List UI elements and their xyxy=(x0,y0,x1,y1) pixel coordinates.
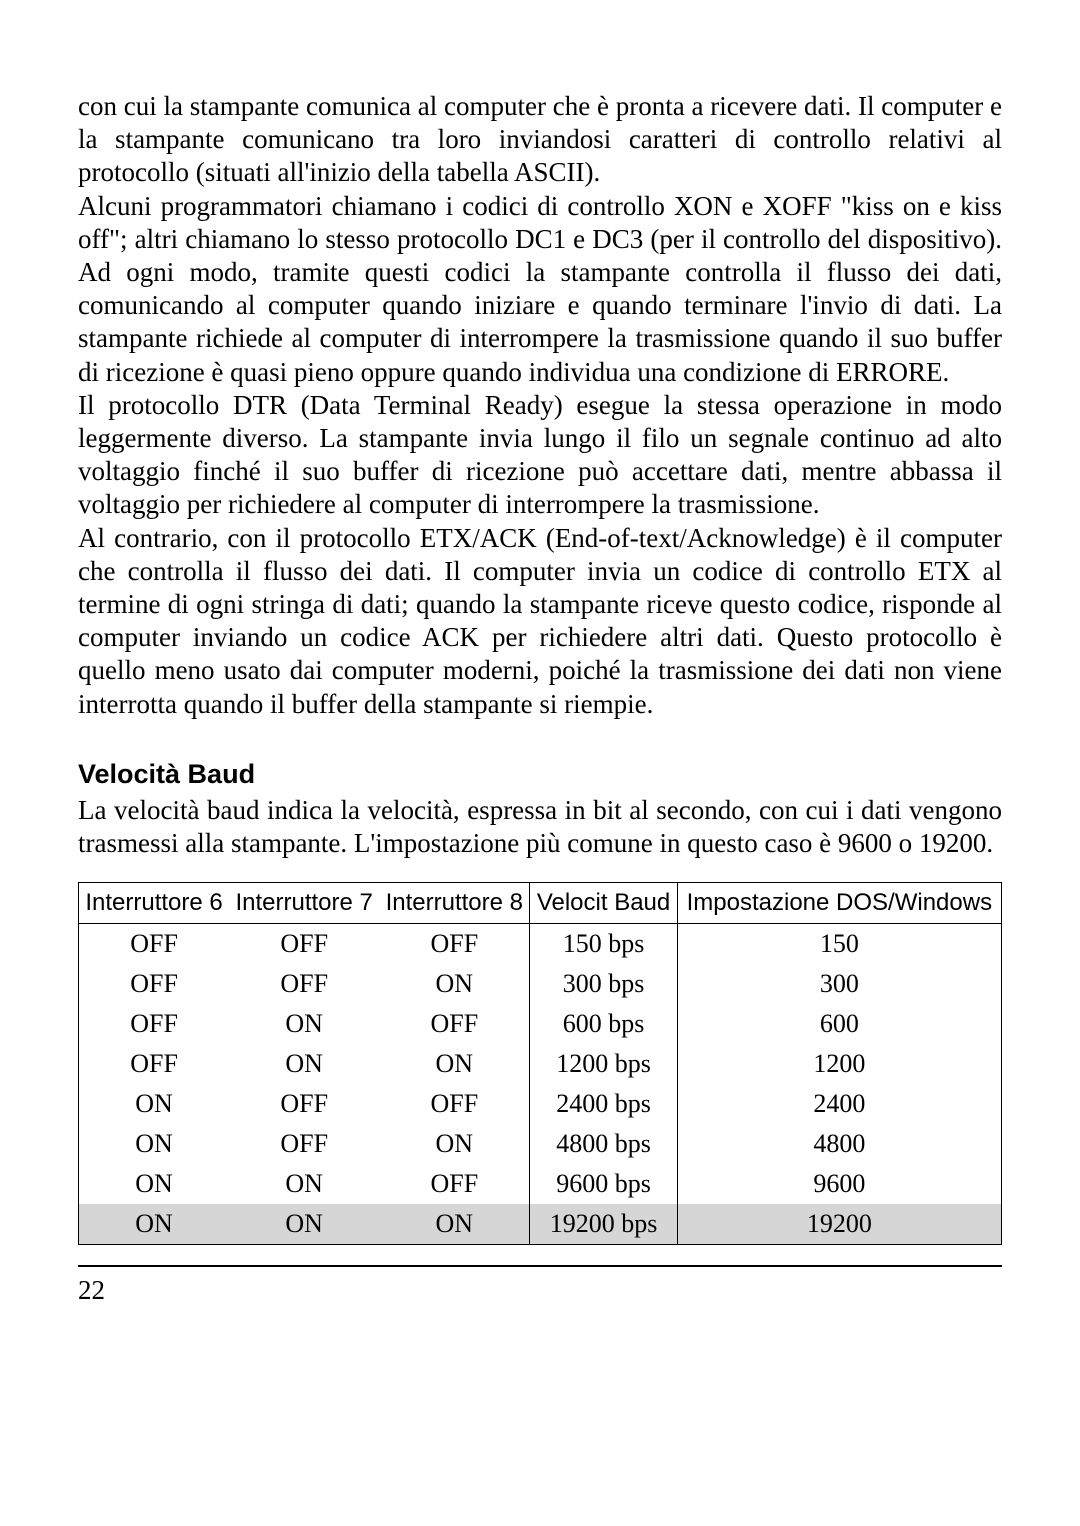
body-paragraph-2: Alcuni programmatori chiamano i codici d… xyxy=(78,190,1002,389)
table-cell: 2400 xyxy=(677,1084,1001,1124)
table-row: ONONOFF9600 bps9600 xyxy=(79,1164,1002,1204)
table-cell: 600 xyxy=(677,1004,1001,1044)
table-header-row: Interruttore 6 Interruttore 7 Interrutto… xyxy=(79,883,1002,924)
table-col-header: Interruttore 7 xyxy=(229,883,379,924)
table-cell: 4800 bps xyxy=(530,1124,677,1164)
table-cell: OFF xyxy=(379,1164,530,1204)
table-cell: OFF xyxy=(229,964,379,1004)
table-cell: OFF xyxy=(229,1084,379,1124)
baud-rate-table: Interruttore 6 Interruttore 7 Interrutto… xyxy=(78,882,1002,1245)
table-cell: OFF xyxy=(379,1084,530,1124)
table-cell: 150 bps xyxy=(530,924,677,965)
table-cell: 2400 bps xyxy=(530,1084,677,1124)
table-cell: OFF xyxy=(79,924,230,965)
table-cell: ON xyxy=(229,1204,379,1245)
table-cell: 19200 bps xyxy=(530,1204,677,1245)
table-cell: ON xyxy=(79,1084,230,1124)
table-row: ONOFFOFF2400 bps2400 xyxy=(79,1084,1002,1124)
table-row: OFFONON1200 bps1200 xyxy=(79,1044,1002,1084)
section-intro-baud: La velocità baud indica la velocità, esp… xyxy=(78,794,1002,860)
table-col-header: Interruttore 6 xyxy=(79,883,230,924)
table-cell: 19200 xyxy=(677,1204,1001,1245)
page-number: 22 xyxy=(78,1275,105,1305)
table-col-header: Velocit Baud xyxy=(530,883,677,924)
section-heading-baud: Velocità Baud xyxy=(78,759,1002,790)
table-row: OFFOFFOFF150 bps150 xyxy=(79,924,1002,965)
table-row: OFFONOFF600 bps600 xyxy=(79,1004,1002,1044)
table-cell: 300 xyxy=(677,964,1001,1004)
table-cell: OFF xyxy=(79,964,230,1004)
table-row: ONOFFON4800 bps4800 xyxy=(79,1124,1002,1164)
table-cell: ON xyxy=(79,1204,230,1245)
table-cell: ON xyxy=(79,1124,230,1164)
table-cell: OFF xyxy=(79,1004,230,1044)
body-paragraph-4: Al contrario, con il protocollo ETX/ACK … xyxy=(78,522,1002,721)
table-cell: OFF xyxy=(229,1124,379,1164)
table-cell: ON xyxy=(379,1204,530,1245)
table-row: ONONON19200 bps19200 xyxy=(79,1204,1002,1245)
table-cell: ON xyxy=(229,1044,379,1084)
table-cell: OFF xyxy=(79,1044,230,1084)
table-cell: ON xyxy=(379,1044,530,1084)
table-cell: 9600 bps xyxy=(530,1164,677,1204)
table-cell: ON xyxy=(229,1004,379,1044)
table-cell: 1200 bps xyxy=(530,1044,677,1084)
table-cell: OFF xyxy=(379,924,530,965)
table-cell: OFF xyxy=(379,1004,530,1044)
table-cell: 300 bps xyxy=(530,964,677,1004)
page-footer: 22 xyxy=(78,1265,1002,1306)
body-paragraph-1: con cui la stampante comunica al compute… xyxy=(78,90,1002,190)
table-row: OFFOFFON300 bps300 xyxy=(79,964,1002,1004)
table-cell: 4800 xyxy=(677,1124,1001,1164)
table-cell: 1200 xyxy=(677,1044,1001,1084)
table-cell: 600 bps xyxy=(530,1004,677,1044)
table-cell: ON xyxy=(379,964,530,1004)
body-paragraph-3: Il protocollo DTR (Data Terminal Ready) … xyxy=(78,389,1002,522)
table-cell: 150 xyxy=(677,924,1001,965)
table-cell: 9600 xyxy=(677,1164,1001,1204)
table-cell: ON xyxy=(79,1164,230,1204)
table-cell: ON xyxy=(379,1124,530,1164)
table-cell: OFF xyxy=(229,924,379,965)
table-col-header: Impostazione DOS/Windows xyxy=(677,883,1001,924)
table-col-header: Interruttore 8 xyxy=(379,883,530,924)
table-cell: ON xyxy=(229,1164,379,1204)
